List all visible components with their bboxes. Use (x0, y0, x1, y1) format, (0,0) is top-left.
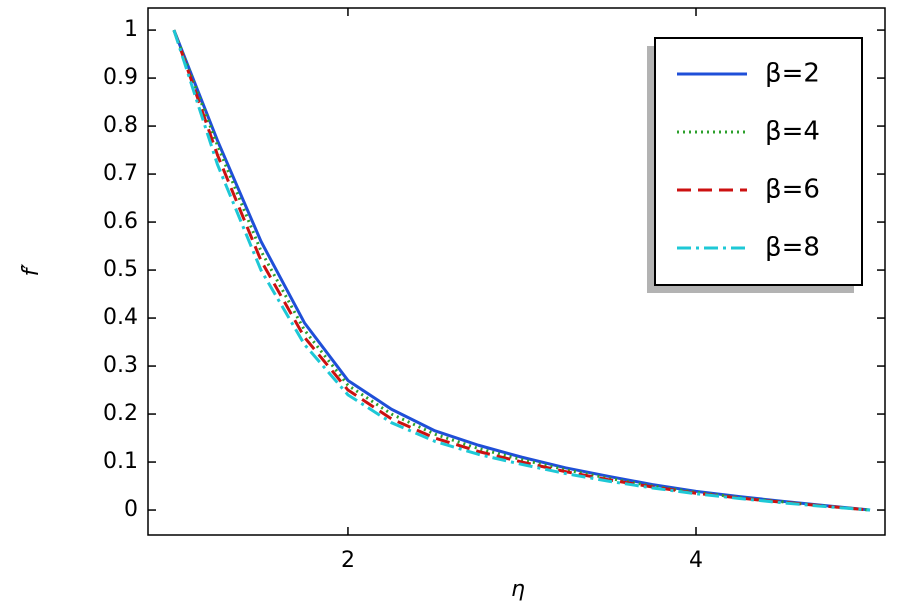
data-line (172, 29, 871, 512)
x-tick-label: 4 (689, 548, 703, 573)
legend-box (654, 37, 863, 286)
y-axis-label: f′ (19, 264, 44, 277)
y-tick-label: 0.2 (103, 401, 138, 426)
y-tick-label: 0.6 (103, 209, 138, 234)
y-tick-label: 0.1 (103, 449, 138, 474)
y-tick-label: 0.9 (103, 65, 138, 90)
data-line (172, 29, 871, 512)
y-tick-label: 0 (124, 497, 138, 522)
y-tick-label: 0.8 (103, 113, 138, 138)
legend-label: β=2 (765, 59, 820, 89)
legend-label: β=6 (765, 175, 820, 205)
y-tick-label: 0.4 (103, 305, 138, 330)
legend-label: β=8 (765, 233, 820, 263)
x-axis-label: η (511, 577, 525, 602)
plot-frame (147, 7, 886, 536)
y-tick-label: 0.7 (103, 161, 138, 186)
legend-label: β=4 (765, 117, 820, 147)
y-tick-label: 1 (124, 17, 138, 42)
data-line (172, 29, 871, 512)
y-tick-label: 0.5 (103, 257, 138, 282)
x-tick-label: 2 (341, 548, 355, 573)
y-tick-label: 0.3 (103, 353, 138, 378)
